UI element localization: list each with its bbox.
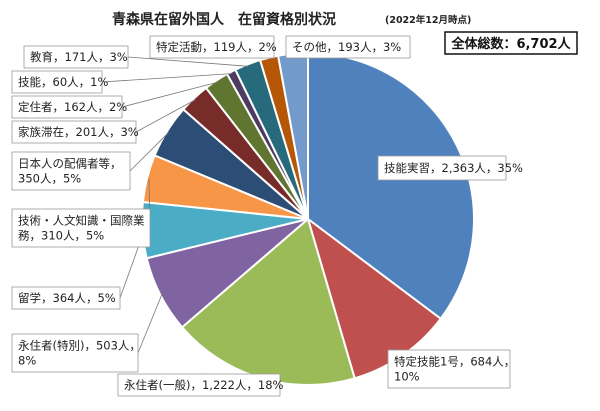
total-count: 全体総数：6,702人	[450, 36, 571, 52]
slice-label: 技術・人文知識・国際業	[18, 214, 145, 228]
slice-label-box	[11, 151, 131, 191]
slice-label: 350人，5%	[18, 172, 81, 186]
slice-label: 8%	[18, 354, 36, 368]
leader-line	[129, 132, 170, 172]
slice-label-box	[285, 35, 411, 59]
slice-label-box	[23, 45, 129, 69]
leader-line	[135, 99, 196, 133]
slice-label-box	[11, 333, 139, 373]
slice-label-box	[377, 155, 507, 181]
slice-label-box	[11, 70, 103, 94]
slice-label: 特定技能1号，684人，	[394, 355, 515, 369]
pie-slices	[141, 51, 475, 386]
slice-label: 永住者(特別)，503人，	[18, 339, 141, 353]
slice-label: 10%	[394, 370, 420, 384]
slice-labels: 技能実習，2,363人，35% 特定技能1号，684人，10% 永住者(一般)，1,…	[11, 35, 523, 397]
slice-label: 定住者，162人，2%	[18, 100, 127, 114]
chart-title: 青森県在留外国人 在留資格別状況	[112, 11, 336, 28]
slice-label: 日本人の配偶者等，	[18, 157, 122, 171]
slice-label: 務，310人，5%	[18, 229, 104, 243]
slice-label-box	[117, 373, 281, 397]
slice-label-box	[387, 349, 511, 389]
slice-label: その他，193人，3%	[292, 40, 401, 54]
slice-label: 技能，60人，1%	[18, 75, 108, 89]
slice-label: 特定活動，119人，2%	[156, 40, 277, 54]
pie-slice	[307, 51, 475, 321]
slice-label-box	[11, 95, 123, 119]
slice-label-box	[149, 35, 275, 59]
leader-line	[121, 81, 218, 108]
total-box	[444, 31, 578, 55]
leader-line	[127, 56, 249, 67]
leader-line	[137, 293, 163, 354]
slice-label-box	[11, 208, 151, 248]
slice-label: 教育，171人，3%	[30, 50, 128, 64]
slice-label: 永住者(一般)，1,222人，18%	[124, 378, 284, 392]
leader-line	[101, 73, 233, 83]
slice-label: 留学，364人，5%	[18, 291, 116, 305]
slice-label: 技能実習，2,363人，35%	[384, 161, 523, 175]
chart-subtitle: (2022年12月時点)	[385, 14, 471, 26]
slice-label: 家族滞在，201人，3%	[18, 125, 139, 139]
slice-label-box	[11, 286, 121, 310]
slice-label-box	[11, 120, 137, 144]
